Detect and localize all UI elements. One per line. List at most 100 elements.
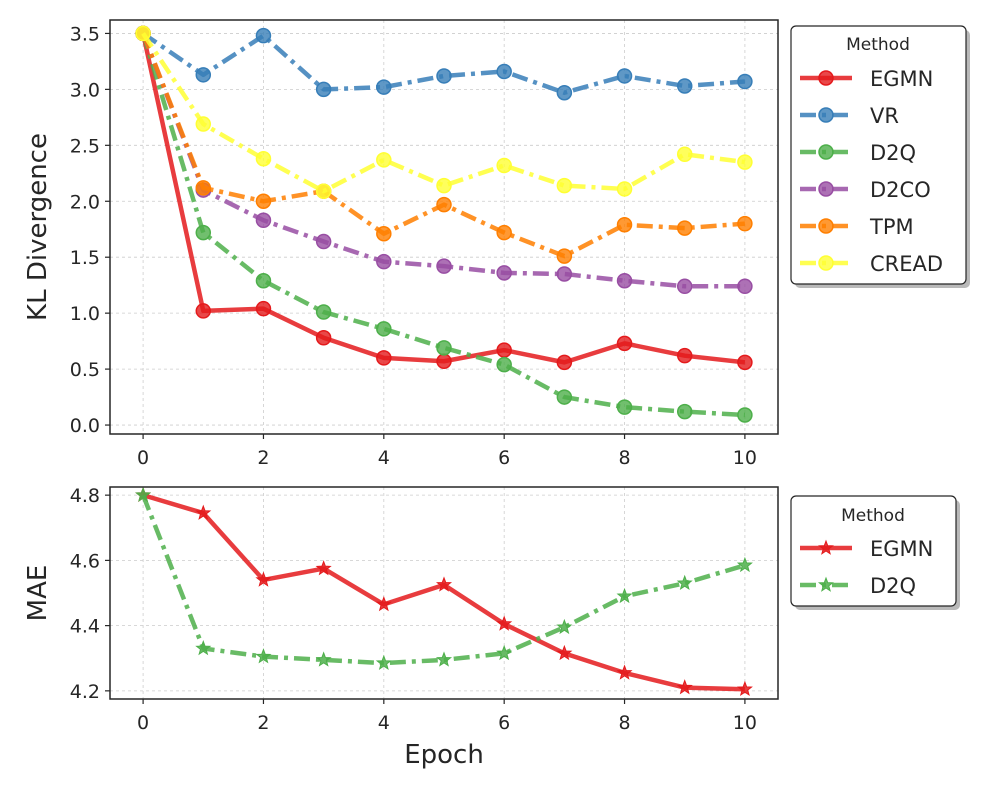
kl-y-tick-label: 2.5 [70, 135, 100, 157]
kl-series-tpm-point [737, 215, 753, 232]
mae-x-axis-label: Epoch [404, 740, 484, 770]
kl-series-d2q-point [436, 340, 452, 356]
mae-legend-box [790, 495, 957, 607]
kl-series-vr-point [676, 78, 693, 94]
mae-series-d2q [135, 486, 753, 670]
kl-y-tick-label: 3.5 [70, 23, 100, 45]
kl-series-cread-point [436, 177, 452, 194]
kl-x-tick-label: 0 [137, 447, 149, 469]
mae-series-egmn-point [556, 644, 573, 661]
mae-series-d2q-point [616, 587, 633, 604]
kl-plot-frame [109, 19, 779, 435]
kl-series-vr-point [195, 67, 212, 83]
kl-legend-item-cread-marker [818, 255, 834, 271]
kl-x-tick-label: 8 [618, 447, 630, 469]
kl-legend-item-d2co-label: D2CO [870, 178, 931, 202]
kl-series-tpm-point [676, 220, 693, 236]
kl-series-vr-point [737, 73, 753, 90]
kl-series-d2co-point [436, 258, 452, 274]
kl-legend: Method EGMN VR D2Q D2CO TPM CREAD [790, 25, 970, 288]
kl-series-d2co-point [616, 272, 633, 289]
mae-series-egmn-point [736, 680, 753, 697]
mae-x-tick-label: 6 [498, 712, 510, 734]
kl-legend-item-egmn-marker [818, 70, 834, 86]
mae-series-egmn-point [315, 560, 332, 576]
kl-series-cread-point [676, 146, 693, 163]
mae-series-egmn-point [255, 571, 272, 587]
kl-series-cread [135, 25, 753, 199]
kl-series-cread-point [195, 116, 212, 132]
kl-series-cread-point [737, 154, 753, 170]
kl-series-vr-point [616, 68, 633, 84]
kl-series-tpm-point [556, 248, 573, 264]
kl-legend-item-d2q-label: D2Q [870, 141, 916, 165]
kl-y-tick-label: 2.0 [70, 191, 100, 213]
kl-series-d2q-point [376, 321, 392, 337]
mae-x-tick-label: 10 [733, 712, 757, 734]
kl-y-tick-label: 0.5 [70, 359, 100, 381]
mae-series-d2q-point [496, 644, 513, 661]
mae-x-tick-label: 8 [618, 712, 630, 734]
kl-x-tick-label: 2 [257, 447, 269, 469]
mae-series-d2q-point [556, 618, 573, 635]
kl-series-d2co-point [376, 253, 392, 270]
kl-series-cread-point [135, 25, 151, 42]
kl-series-d2q-point [255, 272, 272, 289]
kl-series-vr-point [315, 81, 332, 98]
kl-series-tpm-point [436, 196, 452, 213]
mae-legend-item-egmn: EGMN [800, 537, 933, 561]
kl-series-cread-point [255, 150, 272, 167]
kl-series-vr-point [376, 79, 392, 95]
kl-series-group [135, 25, 753, 423]
mae-x-ticks: 0 2 4 6 8 10 [137, 699, 757, 734]
kl-x-tick-label: 10 [733, 447, 757, 469]
kl-series-cread-point [376, 152, 392, 168]
kl-series-egmn-point [315, 330, 332, 346]
mae-plot-frame [109, 486, 779, 700]
kl-series-tpm-point [496, 224, 512, 241]
mae-legend-item-d2q-label: D2Q [870, 574, 916, 598]
kl-y-tick-label: 1.5 [70, 247, 100, 269]
kl-series-vr-point [496, 63, 512, 80]
kl-legend-title: Method [846, 35, 910, 55]
kl-series-d2co-point [315, 233, 332, 250]
kl-series-d2q-line [140, 32, 746, 418]
kl-series-egmn-point [556, 354, 573, 371]
kl-series-vr-line [141, 31, 746, 95]
kl-y-tick-label: 1.0 [70, 303, 100, 325]
kl-legend-item-cread-label: CREAD [870, 252, 943, 276]
kl-series-vr-point [556, 84, 573, 101]
kl-series-tpm-point [195, 180, 212, 196]
kl-series-tpm-point [376, 225, 392, 242]
kl-series-egmn-point [436, 353, 452, 370]
kl-series-d2co [135, 25, 753, 295]
kl-series-d2q-point [676, 403, 693, 420]
mae-series-egmn-point [496, 615, 513, 631]
kl-legend-item-vr-label: VR [870, 104, 899, 128]
kl-series-tpm-point [255, 193, 272, 210]
mae-y-tick-label: 4.8 [70, 485, 100, 507]
mae-series-d2q-point [195, 640, 212, 656]
mae-x-tick-label: 2 [257, 712, 269, 734]
mae-legend-item-d2q: D2Q [800, 574, 916, 598]
mae-legend-title: Method [841, 506, 905, 526]
kl-legend-item-cread: CREAD [800, 252, 943, 276]
kl-y-axis-label: KL Divergence [23, 133, 53, 321]
kl-series-d2q-point [737, 407, 753, 423]
kl-series-egmn-point [255, 300, 272, 317]
kl-legend-item-tpm: TPM [800, 215, 914, 239]
kl-legend-item-d2co: D2CO [800, 178, 931, 202]
kl-series-cread-point [496, 157, 512, 174]
kl-x-ticks: 0 2 4 6 8 10 [137, 434, 757, 469]
kl-series-tpm-point [616, 217, 633, 233]
kl-series-d2co-point [496, 265, 512, 281]
kl-legend-item-d2q-marker [818, 144, 834, 160]
kl-legend-item-d2q: D2Q [800, 141, 916, 165]
kl-series-d2q [135, 25, 753, 423]
mae-series-d2q-point [435, 651, 453, 667]
kl-legend-items: EGMN VR D2Q D2CO TPM CREAD [800, 67, 943, 276]
mae-y-tick-label: 4.6 [70, 550, 100, 572]
mae-series-egmn-point [616, 664, 633, 680]
mae-series-d2q-point [676, 574, 693, 591]
